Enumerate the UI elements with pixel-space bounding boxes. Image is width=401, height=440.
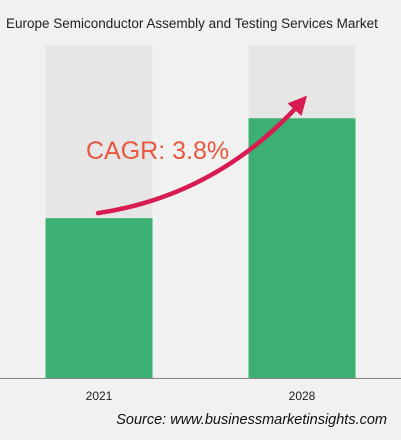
bar — [45, 218, 153, 378]
chart-title: Europe Semiconductor Assembly and Testin… — [6, 16, 378, 31]
cagr-annotation: CAGR: 3.8% — [86, 137, 229, 165]
bar — [248, 118, 356, 378]
x-tick-label: 2021 — [86, 389, 113, 403]
x-tick-label: 2028 — [289, 389, 316, 403]
growth-arrow — [95, 95, 308, 216]
source-note: Source: www.businessmarketinsights.com — [116, 412, 387, 428]
